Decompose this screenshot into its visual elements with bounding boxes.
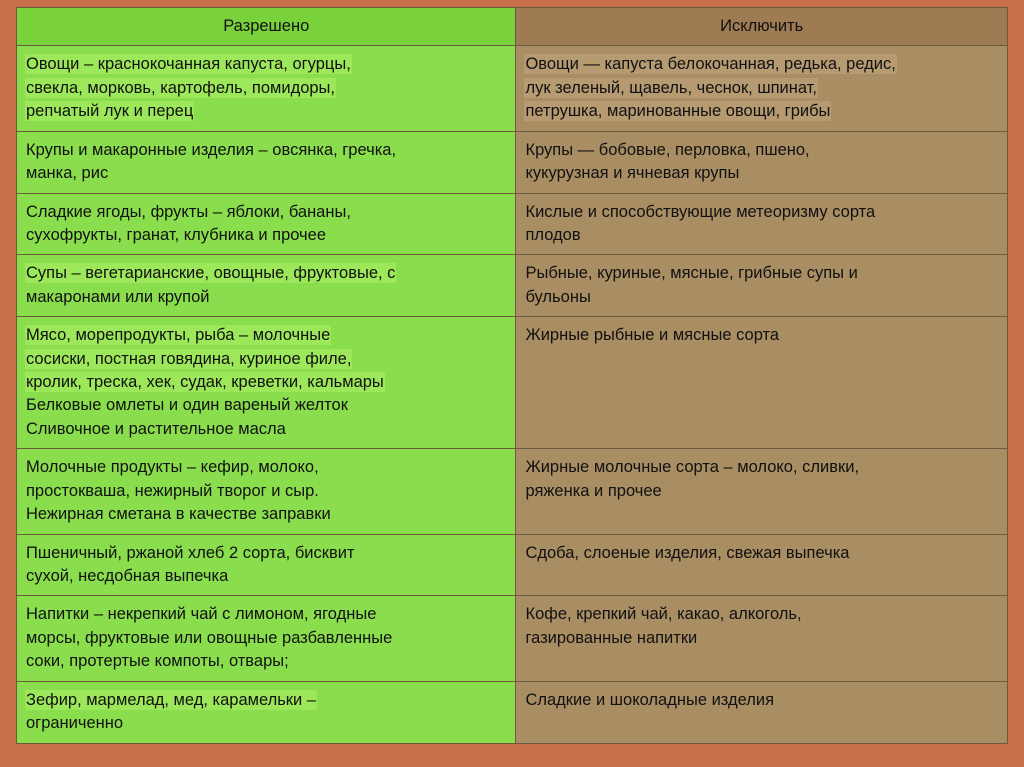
table-body: Овощи – краснокочанная капуста, огурцы, …: [15, 45, 1008, 744]
cell-line: лук зеленый, щавель, чеснок, шпинат,: [525, 78, 817, 97]
cell-allowed: Мясо, морепродукты, рыба – молочные соси…: [15, 316, 517, 450]
cell-line: морсы, фруктовые или овощные разбавленны…: [26, 628, 393, 647]
table-row: Мясо, морепродукты, рыба – молочные соси…: [15, 316, 1008, 450]
cell-line: Напитки – некрепкий чай с лимоном, ягодн…: [26, 605, 377, 624]
table-row: Супы – вегетарианские, овощные, фруктовы…: [15, 254, 1008, 318]
cell-line: Крупы и макаронные изделия – овсянка, гр…: [26, 140, 397, 159]
cell-allowed: Напитки – некрепкий чай с лимоном, ягодн…: [15, 595, 517, 682]
cell-line: макаронами или крупой: [26, 287, 210, 306]
cell-line: Жирные рыбные и мясные сорта: [525, 326, 780, 345]
cell-line: Пшеничный, ржаной хлеб 2 сорта, бисквит: [26, 543, 355, 562]
cell-excluded: Жирные рыбные и мясные сорта: [515, 316, 1008, 450]
cell-line: Белковые омлеты и один вареный желток: [26, 396, 348, 415]
cell-line: манка, рис: [26, 164, 109, 183]
table-row: Молочные продукты – кефир, молоко, прост…: [15, 448, 1008, 535]
cell-allowed: Овощи – краснокочанная капуста, огурцы, …: [15, 45, 517, 132]
cell-excluded: Рыбные, куриные, мясные, грибные супы и …: [515, 254, 1008, 318]
cell-line: свекла, морковь, картофель, помидоры,: [26, 78, 336, 97]
cell-line: сухой, несдобная выпечка: [26, 567, 229, 586]
cell-line: газированные напитки: [525, 628, 698, 647]
cell-line: Мясо, морепродукты, рыба – молочные: [26, 326, 331, 345]
cell-line: Жирные молочные сорта – молоко, сливки,: [525, 458, 860, 477]
table-head: Разрешено Исключить: [15, 6, 1008, 47]
table-row: Овощи – краснокочанная капуста, огурцы, …: [15, 45, 1008, 132]
cell-line: сосиски, постная говядина, куриное филе,: [26, 349, 352, 368]
cell-line: Овощи — капуста белокочанная, редька, ре…: [525, 55, 896, 74]
cell-excluded: Овощи — капуста белокочанная, редька, ре…: [515, 45, 1008, 132]
cell-line: Молочные продукты – кефир, молоко,: [26, 458, 319, 477]
table-header-row: Разрешено Исключить: [15, 6, 1008, 47]
cell-line: плодов: [525, 225, 581, 244]
column-header-allowed: Разрешено: [15, 6, 517, 47]
cell-excluded: Жирные молочные сорта – молоко, сливки, …: [515, 448, 1008, 535]
cell-allowed: Молочные продукты – кефир, молоко, прост…: [15, 448, 517, 535]
cell-line: ограниченно: [26, 714, 124, 733]
cell-line: простокваша, нежирный творог и сыр.: [26, 481, 319, 500]
column-header-excluded: Исключить: [515, 6, 1008, 47]
cell-allowed: Сладкие ягоды, фрукты – яблоки, бананы, …: [15, 192, 517, 256]
cell-line: Супы – вегетарианские, овощные, фруктовы…: [26, 264, 396, 283]
cell-excluded: Сладкие и шоколадные изделия: [515, 680, 1008, 744]
table-row: Сладкие ягоды, фрукты – яблоки, бананы, …: [15, 192, 1008, 256]
cell-line: Сдоба, слоеные изделия, свежая выпечка: [525, 543, 850, 562]
cell-allowed: Пшеничный, ржаной хлеб 2 сорта, бисквит …: [15, 533, 517, 597]
cell-excluded: Крупы — бобовые, перловка, пшено, кукуру…: [515, 130, 1008, 194]
cell-line: Сладкие и шоколадные изделия: [525, 690, 775, 709]
table-row: Напитки – некрепкий чай с лимоном, ягодн…: [15, 595, 1008, 682]
cell-line: бульоны: [525, 287, 591, 306]
table-row: Крупы и макаронные изделия – овсянка, гр…: [15, 130, 1008, 194]
cell-allowed: Крупы и макаронные изделия – овсянка, гр…: [15, 130, 517, 194]
cell-excluded: Кофе, крепкий чай, какао, алкоголь, гази…: [515, 595, 1008, 682]
cell-excluded: Кислые и способствующие метеоризму сорта…: [515, 192, 1008, 256]
cell-line: Нежирная сметана в качестве заправки: [26, 505, 331, 524]
cell-line: кролик, треска, хек, судак, креветки, ка…: [26, 373, 384, 392]
cell-line: Сладкие ягоды, фрукты – яблоки, бананы,: [26, 202, 351, 221]
cell-line: Кислые и способствующие метеоризму сорта: [525, 202, 876, 221]
cell-line: ряженка и прочее: [525, 481, 662, 500]
cell-line: Крупы — бобовые, перловка, пшено,: [525, 140, 810, 159]
cell-line: соки, протертые компоты, отвары;: [26, 652, 289, 671]
cell-allowed: Зефир, мармелад, мед, карамельки – огран…: [15, 680, 517, 744]
table-row: Пшеничный, ржаной хлеб 2 сорта, бисквит …: [15, 533, 1008, 597]
cell-line: петрушка, маринованные овощи, грибы: [525, 102, 831, 121]
cell-line: Овощи – краснокочанная капуста, огурцы,: [26, 55, 351, 74]
cell-line: кукурузная и ячневая крупы: [525, 164, 740, 183]
cell-line: Кофе, крепкий чай, какао, алкоголь,: [525, 605, 802, 624]
cell-excluded: Сдоба, слоеные изделия, свежая выпечка: [515, 533, 1008, 597]
cell-line: Зефир, мармелад, мед, карамельки –: [26, 690, 317, 709]
cell-line: Сливочное и растительное масла: [26, 419, 286, 438]
cell-allowed: Супы – вегетарианские, овощные, фруктовы…: [15, 254, 517, 318]
table-row: Зефир, мармелад, мед, карамельки – огран…: [15, 680, 1008, 744]
cell-line: репчатый лук и перец: [26, 102, 194, 121]
cell-line: сухофрукты, гранат, клубника и прочее: [26, 225, 327, 244]
diet-table: Разрешено Исключить Овощи – краснокочанн…: [15, 6, 1008, 744]
cell-line: Рыбные, куриные, мясные, грибные супы и: [525, 264, 858, 283]
